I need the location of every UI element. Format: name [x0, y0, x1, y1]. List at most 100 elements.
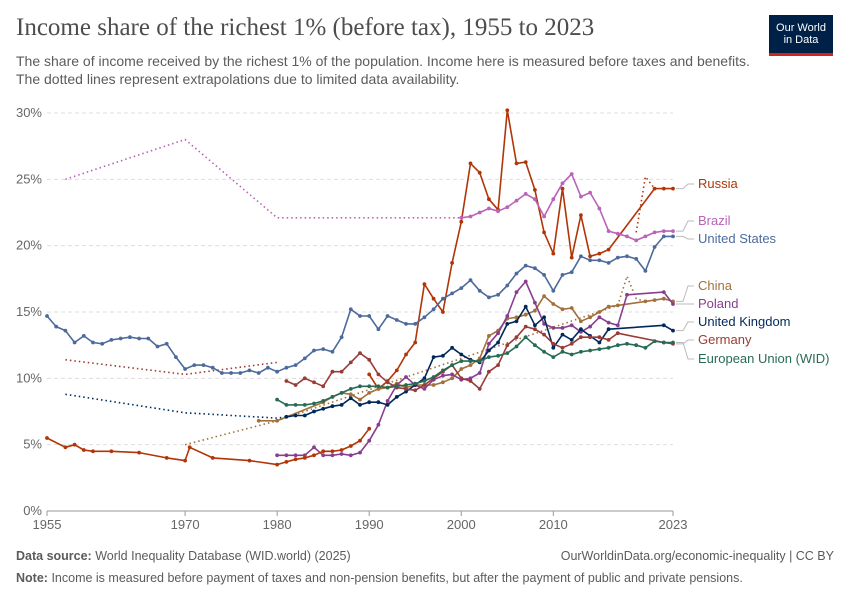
- data-point: [431, 375, 436, 379]
- data-point: [183, 367, 188, 371]
- data-point: [661, 290, 666, 294]
- data-point: [579, 213, 583, 218]
- data-point: [348, 392, 353, 397]
- data-point: [588, 324, 592, 329]
- data-point: [348, 307, 353, 312]
- data-point: [312, 348, 316, 353]
- data-point: [588, 258, 592, 263]
- data-point: [652, 339, 657, 344]
- data-point: [551, 288, 556, 293]
- data-point: [634, 257, 639, 261]
- data-point: [220, 371, 224, 375]
- data-point: [523, 279, 528, 284]
- y-tick-label: 25%: [16, 171, 42, 186]
- series-label: Russia: [698, 176, 739, 191]
- data-point: [45, 314, 49, 318]
- data-point: [404, 352, 408, 357]
- data-point: [477, 170, 482, 175]
- data-point: [450, 291, 454, 296]
- data-point: [514, 271, 519, 276]
- data-point: [468, 376, 473, 381]
- data-point: [597, 340, 602, 345]
- data-point: [477, 210, 482, 215]
- data-point: [348, 453, 353, 458]
- data-point: [588, 190, 592, 195]
- data-point: [551, 302, 556, 306]
- data-point: [542, 214, 546, 219]
- data-point: [413, 388, 418, 393]
- data-point: [625, 234, 629, 239]
- data-point: [459, 352, 464, 357]
- data-point: [514, 335, 519, 340]
- data-point: [560, 181, 565, 186]
- data-point: [542, 332, 546, 337]
- data-point: [514, 315, 519, 320]
- data-point: [459, 359, 464, 363]
- data-point: [661, 323, 666, 328]
- data-point: [468, 278, 473, 283]
- data-point: [385, 314, 390, 318]
- data-point: [523, 160, 528, 165]
- data-point: [302, 453, 307, 458]
- owid-logo[interactable]: Our World in Data: [769, 15, 833, 56]
- data-point: [505, 108, 510, 113]
- data-point: [588, 254, 592, 259]
- series-extrapolation-line: [635, 174, 656, 233]
- data-point: [376, 384, 381, 389]
- data-point: [422, 376, 427, 381]
- data-point: [560, 307, 565, 312]
- data-point: [661, 234, 666, 239]
- data-point: [542, 349, 546, 354]
- data-point: [321, 347, 326, 351]
- data-point: [615, 303, 620, 308]
- data-point: [560, 349, 565, 354]
- data-point: [330, 453, 335, 458]
- data-point: [459, 367, 464, 371]
- data-point: [293, 403, 298, 407]
- data-point: [367, 384, 372, 389]
- data-point: [643, 234, 648, 239]
- data-point: [358, 384, 362, 389]
- data-point: [155, 344, 160, 349]
- data-point: [634, 343, 639, 348]
- data-point: [496, 363, 500, 367]
- data-point: [238, 371, 243, 375]
- data-point: [588, 348, 592, 353]
- data-point: [671, 340, 675, 345]
- data-point: [339, 448, 344, 452]
- data-point: [579, 327, 583, 332]
- note-text: Income is measured before payment of tax…: [51, 571, 743, 585]
- data-point: [81, 448, 86, 452]
- label-connector: [676, 285, 694, 302]
- data-point: [256, 371, 261, 375]
- data-point: [256, 418, 261, 423]
- data-point: [450, 363, 454, 367]
- logo-line-2: in Data: [783, 34, 819, 46]
- data-point: [302, 403, 307, 407]
- data-point: [302, 456, 307, 460]
- data-point: [661, 229, 666, 234]
- series-label: United States: [698, 231, 777, 246]
- data-point: [376, 327, 381, 332]
- series-extrapolation-line: [65, 393, 287, 419]
- data-point: [293, 453, 298, 458]
- data-point: [551, 355, 556, 359]
- data-point: [671, 229, 675, 234]
- data-point: [606, 247, 611, 252]
- source-url-link[interactable]: OurWorldinData.org/economic-inequality |…: [560, 549, 834, 563]
- data-point: [459, 219, 464, 224]
- data-point: [671, 234, 675, 239]
- data-point: [63, 445, 68, 450]
- data-point: [275, 462, 279, 467]
- data-point: [441, 368, 445, 373]
- data-point: [91, 340, 95, 345]
- data-point: [72, 340, 77, 345]
- data-point: [606, 320, 611, 325]
- data-point: [404, 387, 408, 391]
- data-point: [505, 283, 510, 288]
- data-point: [385, 399, 390, 403]
- data-point: [339, 403, 344, 407]
- data-point: [652, 298, 657, 302]
- data-point: [487, 355, 491, 359]
